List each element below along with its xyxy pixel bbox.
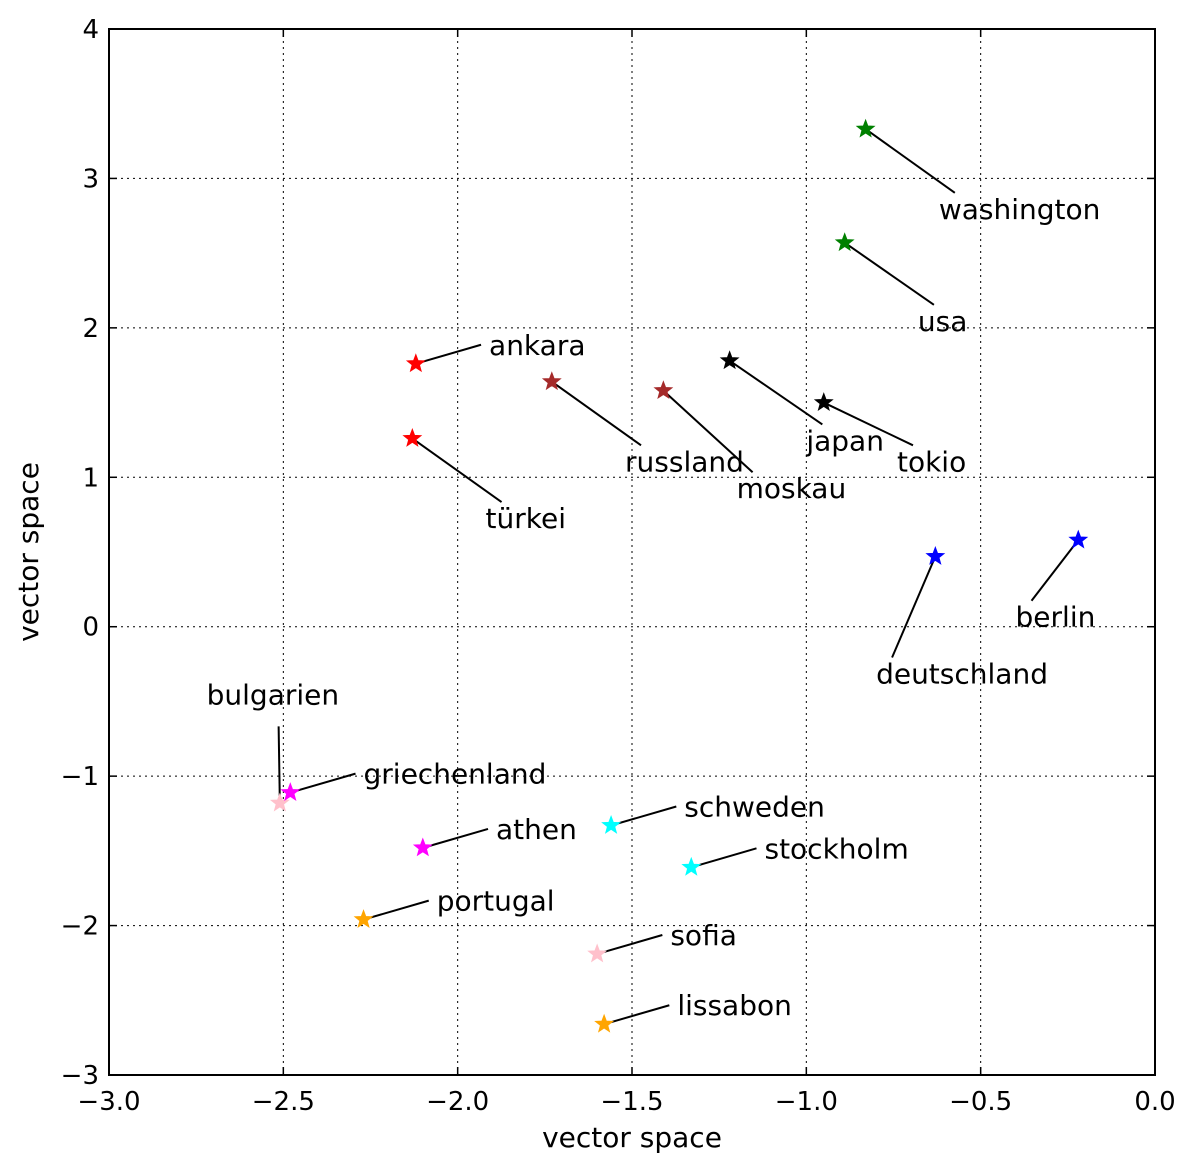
- star-marker-stockholm: [681, 856, 702, 876]
- x-tick-label: 0.0: [1134, 1087, 1175, 1117]
- x-tick-label: −3.0: [77, 1087, 140, 1117]
- label-leader-lines: [277, 128, 1080, 1026]
- y-tick-label: −3: [61, 1061, 99, 1091]
- y-tick-label: 2: [82, 314, 99, 344]
- leader-line-türkei: [411, 437, 503, 503]
- x-axis-label: vector space: [542, 1121, 722, 1154]
- point-label-washington: washington: [939, 193, 1101, 226]
- x-tick-label: −0.5: [949, 1087, 1012, 1117]
- y-axis-label: vector space: [12, 462, 45, 642]
- leader-line-griechenland: [290, 772, 356, 794]
- leader-line-athen: [422, 827, 489, 849]
- star-marker-lissabon: [594, 1013, 615, 1033]
- star-marker-usa: [834, 232, 855, 252]
- point-label-usa: usa: [918, 305, 968, 338]
- leader-line-deutschland: [891, 556, 937, 658]
- leader-line-berlin: [1030, 539, 1080, 602]
- leader-line-usa: [844, 241, 935, 306]
- star-marker-portugal: [353, 909, 374, 929]
- point-label-berlin: berlin: [1016, 601, 1096, 634]
- point-label-schweden: schweden: [684, 790, 825, 823]
- axis-ticks: [108, 28, 1156, 1076]
- star-marker-moskau: [653, 380, 674, 400]
- leader-line-ankara: [415, 343, 482, 365]
- x-tick-label: −2.5: [252, 1087, 315, 1117]
- point-label-bulgarien: bulgarien: [207, 678, 339, 711]
- x-tick-label: −1.5: [600, 1087, 663, 1117]
- leader-line-portugal: [363, 899, 430, 921]
- star-marker-türkei: [402, 428, 423, 447]
- star-marker-tokio: [813, 392, 834, 411]
- grid-lines: [109, 29, 1155, 1075]
- x-tick-labels: −3.0 −2.5 −2.0 −1.5 −1.0 −0.5 0.0: [77, 1087, 1175, 1117]
- leader-line-schweden: [610, 805, 677, 827]
- star-marker-washington: [855, 118, 876, 138]
- x-tick-label: −2.0: [426, 1087, 489, 1117]
- star-marker-bulgarien: [269, 792, 290, 812]
- point-label-deutschland: deutschland: [876, 657, 1048, 690]
- star-marker-russland: [541, 371, 562, 391]
- point-label-japan: japan: [805, 424, 884, 457]
- point-label-sofia: sofia: [670, 919, 737, 952]
- leader-line-stockholm: [690, 847, 757, 869]
- leader-line-japan: [729, 359, 823, 426]
- y-tick-labels: −3 −2 −1 0 1 2 3 4: [61, 15, 99, 1091]
- leader-line-washington: [865, 128, 956, 194]
- y-tick-label: 1: [82, 463, 99, 493]
- point-label-portugal: portugal: [437, 885, 555, 918]
- point-label-türkei: türkei: [486, 502, 566, 535]
- star-marker-ankara: [405, 353, 426, 373]
- leader-line-sofia: [596, 934, 663, 955]
- point-label-stockholm: stockholm: [764, 832, 908, 865]
- star-marker-athen: [412, 837, 433, 857]
- point-label-moskau: moskau: [737, 472, 847, 505]
- leader-line-lissabon: [603, 1004, 670, 1026]
- leader-line-russland: [551, 380, 642, 447]
- star-marker-berlin: [1068, 529, 1089, 549]
- point-label-lissabon: lissabon: [677, 989, 792, 1022]
- leader-line-bulgarien: [277, 726, 281, 804]
- leader-line-moskau: [662, 389, 754, 473]
- leader-line-tokio: [823, 401, 914, 447]
- star-marker-japan: [719, 350, 740, 370]
- y-tick-label: −2: [61, 912, 99, 942]
- y-tick-label: 4: [82, 15, 99, 45]
- point-label-ankara: ankara: [489, 329, 585, 362]
- y-tick-label: 3: [82, 164, 99, 194]
- point-label-athen: athen: [496, 813, 577, 846]
- y-tick-label: 0: [82, 613, 99, 643]
- point-label-griechenland: griechenland: [364, 758, 547, 791]
- star-marker-deutschland: [925, 546, 946, 565]
- point-label-russland: russland: [625, 445, 744, 478]
- point-label-tokio: tokio: [897, 445, 966, 478]
- y-tick-label: −1: [61, 762, 99, 792]
- star-marker-sofia: [587, 943, 608, 963]
- star-marker-schweden: [601, 815, 621, 834]
- star-marker-griechenland: [280, 782, 301, 802]
- x-tick-label: −1.0: [775, 1087, 838, 1117]
- data-points: [269, 118, 1089, 1033]
